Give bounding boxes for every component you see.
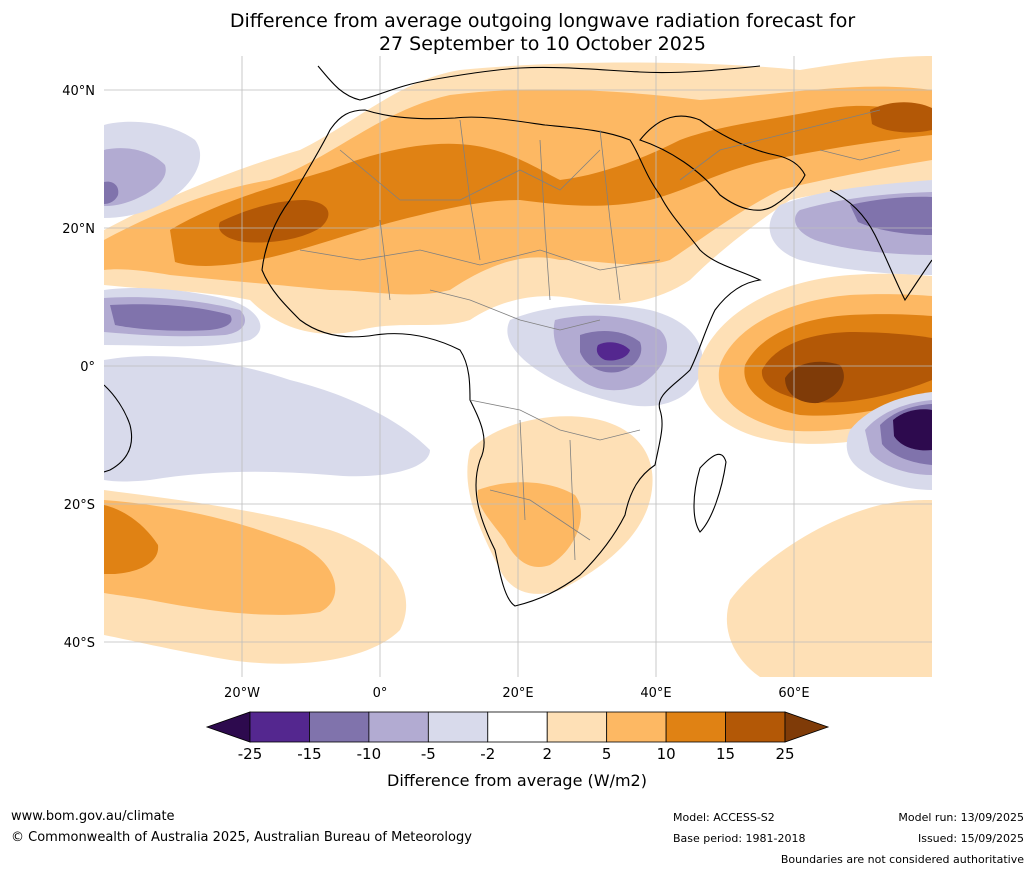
- colorbar-extend-high: [784, 711, 830, 743]
- anomaly-region-indian-ocean-peak: [785, 361, 844, 404]
- footer-model-run: Model run: 13/09/2025: [898, 811, 1024, 824]
- lat-label-40n: 40°N: [62, 84, 95, 99]
- colorbar-swatch: [487, 711, 548, 743]
- coastline-india: [829, 189, 932, 302]
- footer-issued: Issued: 15/09/2025: [917, 832, 1024, 845]
- chart-title: Difference from average outgoing longwav…: [0, 10, 1035, 56]
- lat-label-40s: 40°S: [64, 636, 95, 651]
- colorbar-tick-label: -5: [421, 745, 436, 763]
- colorbar-swatch: [368, 711, 429, 743]
- anomaly-region-s-africa-mid: [477, 482, 581, 568]
- anomaly-region-west-africa-dark: [218, 200, 329, 243]
- anomaly-region-s-atlantic-mid: [104, 500, 336, 615]
- lon-axis: 20°W 0° 20°E 40°E 60°E: [224, 686, 810, 701]
- colorbar-tick-label: -25: [238, 745, 263, 763]
- colorbar-tick-label: 5: [602, 745, 612, 763]
- anomaly-region-sw-atlantic-neg: [104, 356, 430, 482]
- anomaly-region-s-indian-light: [726, 500, 932, 677]
- lat-label-0: 0°: [80, 360, 95, 375]
- colorbar: -25 -15 -10 -5 -2 2 5 10 15 25: [205, 711, 830, 763]
- colorbar-swatch: [546, 711, 608, 743]
- lon-label-60e: 60°E: [778, 686, 809, 701]
- lon-label-0: 0°: [373, 686, 388, 701]
- colorbar-extend-low: [205, 711, 251, 743]
- colorbar-tick-label: 2: [542, 745, 552, 763]
- colorbar-title: Difference from average (W/m2): [387, 771, 647, 790]
- anomaly-region-central-africa-neg-peak: [596, 342, 630, 361]
- colorbar-tick-label: -10: [357, 745, 382, 763]
- colorbar-swatch: [249, 711, 310, 743]
- coastline-africa: [261, 109, 762, 607]
- coastline-south-america: [104, 384, 133, 473]
- title-line-1: Difference from average outgoing longwav…: [229, 10, 856, 32]
- anomaly-region-nw-atlantic-neg-mid: [104, 148, 166, 206]
- colorbar-tick-label: 15: [716, 745, 735, 763]
- anomaly-region-asia-dark: [870, 102, 932, 133]
- graticule: [104, 56, 932, 677]
- anomaly-region-nw-atlantic-neg-strong: [104, 181, 119, 204]
- anomaly-region-india-neg-strong: [850, 196, 932, 235]
- lon-label-20e: 20°E: [502, 686, 533, 701]
- footer-website[interactable]: www.bom.gov.au/climate: [11, 809, 175, 824]
- colorbar-tick-label: 10: [657, 745, 676, 763]
- coastlines: [104, 65, 932, 607]
- footer-model: Model: ACCESS-S2: [673, 811, 775, 824]
- colorbar-tick-label: -2: [480, 745, 495, 763]
- colorbar-tick-label: 25: [775, 745, 794, 763]
- lat-axis: 40°N 20°N 0° 20°S 40°S: [62, 84, 95, 651]
- footer-disclaimer: Boundaries are not considered authoritat…: [780, 853, 1024, 866]
- footer-base-period: Base period: 1981-2018: [673, 832, 806, 845]
- anomaly-region-s-atlantic-strong: [104, 505, 159, 574]
- anomaly-region-atlantic-neg-strong: [110, 304, 232, 331]
- colorbar-swatch: [725, 711, 786, 743]
- map-panel: [104, 56, 932, 677]
- footer-copyright: © Commonwealth of Australia 2025, Austra…: [11, 830, 472, 845]
- colorbar-tick-label: -15: [297, 745, 322, 763]
- title-line-2: 27 September to 10 October 2025: [378, 33, 707, 55]
- lat-label-20n: 20°N: [62, 222, 95, 237]
- lon-label-40e: 40°E: [640, 686, 671, 701]
- coastline-madagascar: [693, 453, 727, 533]
- anomaly-region-se-indian-neg-peak: [893, 409, 932, 451]
- lat-label-20s: 20°S: [64, 498, 95, 513]
- coastline-arabia: [639, 115, 806, 211]
- colorbar-swatch: [427, 711, 489, 743]
- colorbar-swatch: [309, 711, 370, 743]
- colorbar-swatch: [606, 711, 667, 743]
- colorbar-swatch: [665, 711, 726, 743]
- country-borders: [299, 109, 901, 561]
- coastline-europe: [317, 65, 761, 101]
- lon-label-20w: 20°W: [224, 686, 260, 701]
